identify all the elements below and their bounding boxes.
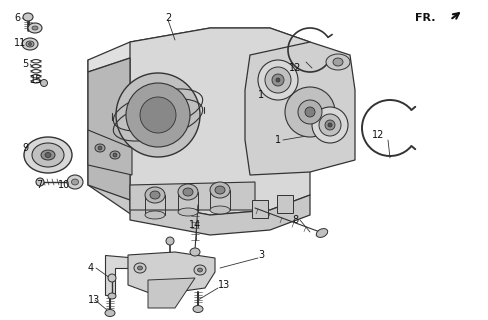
Ellipse shape: [190, 248, 200, 256]
Ellipse shape: [326, 54, 350, 70]
Ellipse shape: [325, 120, 335, 130]
Ellipse shape: [67, 175, 83, 189]
Ellipse shape: [23, 13, 33, 21]
Ellipse shape: [32, 143, 64, 167]
Ellipse shape: [113, 153, 117, 157]
Text: 6: 6: [14, 13, 20, 23]
Ellipse shape: [272, 74, 284, 86]
Ellipse shape: [28, 43, 32, 45]
Ellipse shape: [134, 263, 146, 273]
Text: 8: 8: [292, 215, 298, 225]
Ellipse shape: [333, 58, 343, 66]
Ellipse shape: [105, 309, 115, 316]
Polygon shape: [88, 28, 310, 72]
Text: 1: 1: [275, 135, 281, 145]
Text: 2: 2: [165, 13, 171, 23]
Polygon shape: [130, 195, 310, 235]
Polygon shape: [88, 58, 130, 200]
Ellipse shape: [110, 151, 120, 159]
Ellipse shape: [305, 107, 315, 117]
Ellipse shape: [166, 237, 174, 245]
Text: 10: 10: [58, 180, 70, 190]
Polygon shape: [148, 278, 195, 308]
Text: 1: 1: [258, 90, 264, 100]
Ellipse shape: [95, 144, 105, 152]
Ellipse shape: [116, 73, 200, 157]
Ellipse shape: [193, 306, 203, 313]
Ellipse shape: [316, 228, 328, 237]
Ellipse shape: [150, 191, 160, 199]
Ellipse shape: [72, 179, 79, 185]
Ellipse shape: [258, 60, 298, 100]
Text: 13: 13: [218, 280, 230, 290]
Text: 13: 13: [88, 295, 100, 305]
Polygon shape: [130, 28, 310, 215]
Ellipse shape: [145, 187, 165, 203]
Ellipse shape: [126, 83, 190, 147]
Ellipse shape: [108, 293, 116, 299]
Ellipse shape: [298, 100, 322, 124]
Ellipse shape: [215, 186, 225, 194]
Ellipse shape: [24, 137, 72, 173]
Ellipse shape: [26, 41, 34, 47]
Polygon shape: [245, 42, 355, 175]
Ellipse shape: [41, 79, 47, 86]
Ellipse shape: [28, 23, 42, 33]
Text: 3: 3: [258, 250, 264, 260]
Ellipse shape: [210, 182, 230, 198]
Ellipse shape: [41, 150, 55, 160]
Text: FR.: FR.: [415, 13, 436, 23]
Ellipse shape: [319, 114, 341, 136]
Ellipse shape: [45, 153, 51, 157]
Ellipse shape: [32, 26, 38, 30]
Polygon shape: [130, 182, 255, 210]
Polygon shape: [88, 60, 170, 215]
Ellipse shape: [276, 78, 280, 82]
Text: 11: 11: [14, 38, 26, 48]
Ellipse shape: [138, 266, 142, 270]
Ellipse shape: [22, 38, 38, 50]
Polygon shape: [88, 130, 132, 175]
Text: 5: 5: [22, 59, 28, 69]
Polygon shape: [105, 255, 128, 295]
Ellipse shape: [312, 107, 348, 143]
Ellipse shape: [178, 184, 198, 200]
Polygon shape: [277, 195, 293, 213]
Polygon shape: [128, 252, 215, 295]
Ellipse shape: [98, 146, 102, 150]
Text: 9: 9: [22, 143, 28, 153]
Ellipse shape: [183, 188, 193, 196]
Ellipse shape: [108, 274, 116, 282]
Text: 15: 15: [30, 75, 42, 85]
Ellipse shape: [178, 208, 198, 216]
Ellipse shape: [194, 265, 206, 275]
Ellipse shape: [36, 178, 44, 186]
Ellipse shape: [265, 67, 291, 93]
Ellipse shape: [145, 211, 165, 219]
Text: 12: 12: [372, 130, 384, 140]
Text: 7: 7: [36, 180, 42, 190]
Ellipse shape: [198, 268, 203, 272]
Ellipse shape: [328, 123, 332, 127]
Ellipse shape: [140, 97, 176, 133]
Polygon shape: [252, 200, 268, 218]
Text: 14: 14: [189, 220, 201, 230]
Ellipse shape: [285, 87, 335, 137]
Text: 12: 12: [289, 63, 301, 73]
Text: 4: 4: [88, 263, 94, 273]
Ellipse shape: [210, 206, 230, 214]
